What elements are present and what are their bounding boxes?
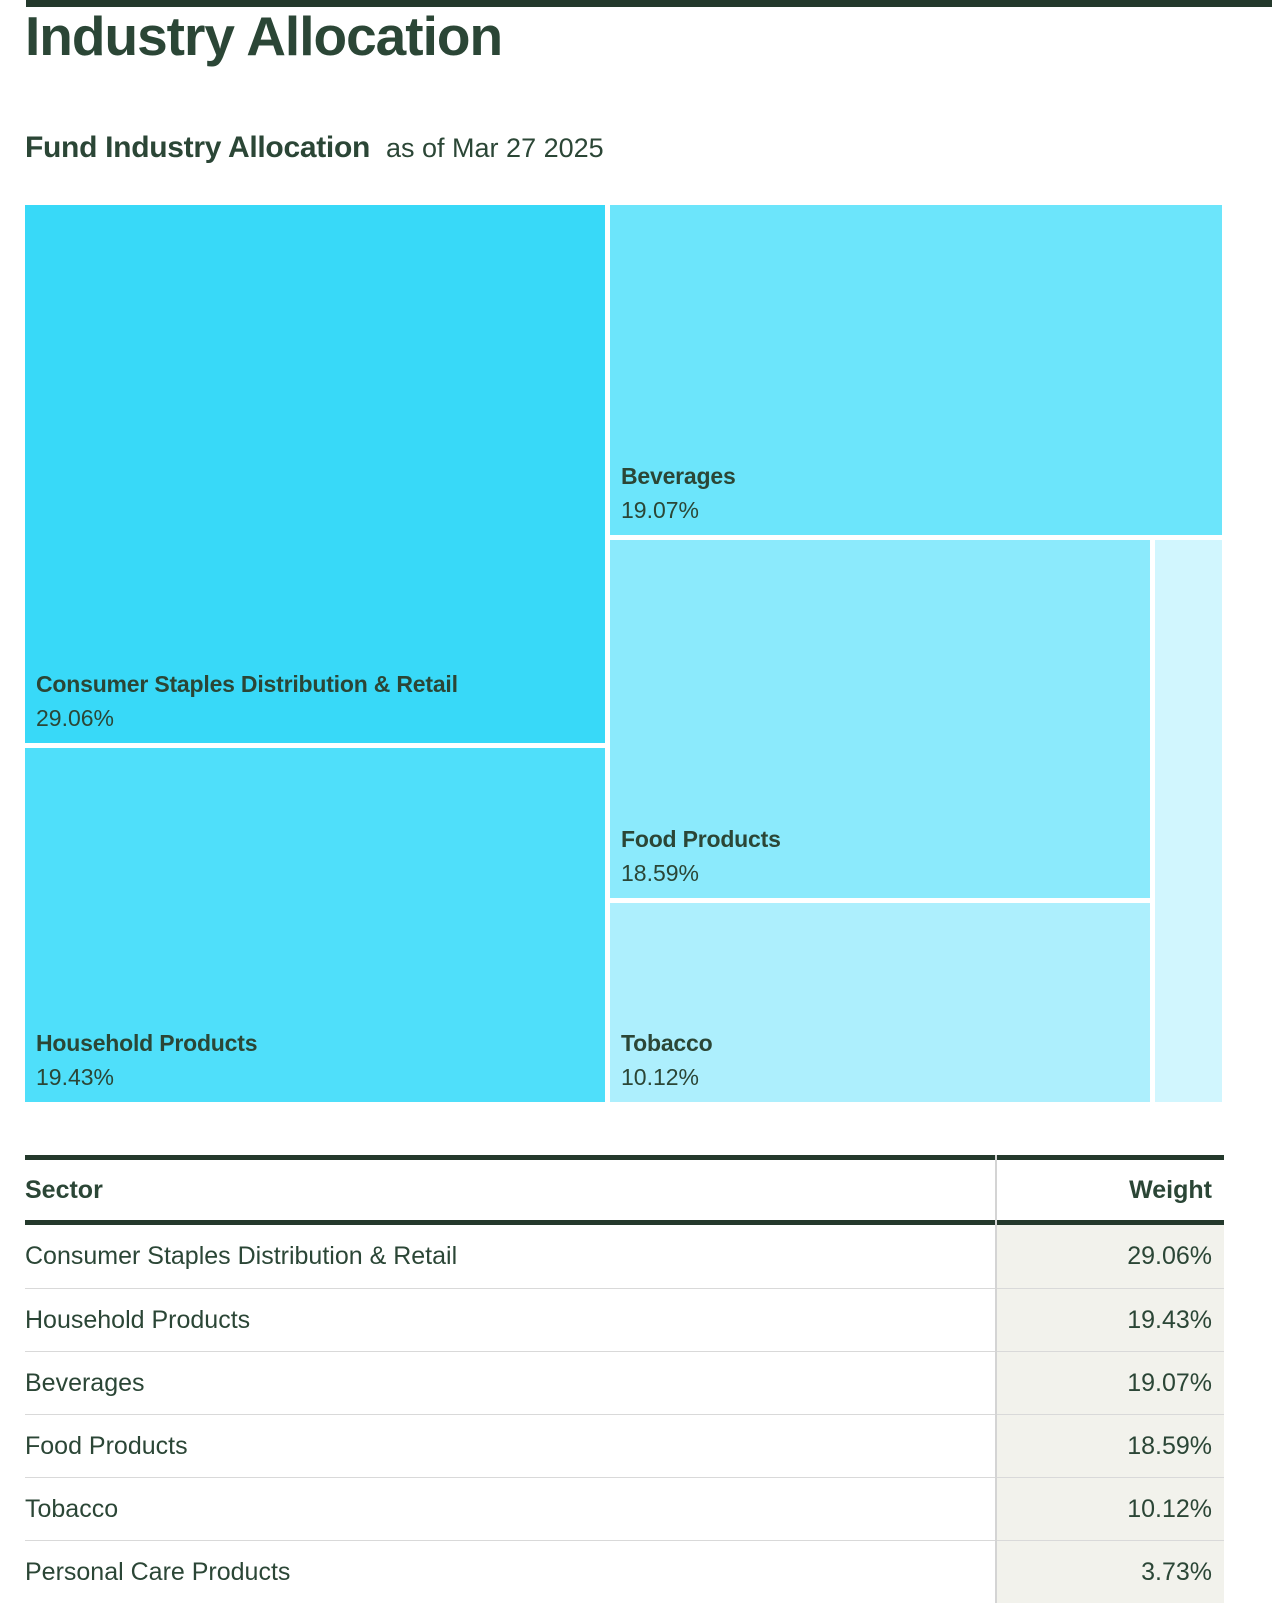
- table-header-sector: Sector: [25, 1155, 995, 1225]
- table-cell-weight: 3.73%: [997, 1540, 1224, 1603]
- treemap-cell-personal-care-products[interactable]: [1155, 540, 1222, 1102]
- treemap-cell-tobacco[interactable]: Tobacco 10.12%: [610, 903, 1150, 1102]
- treemap-cell-label: Household Products: [36, 1029, 258, 1056]
- treemap-cell-consumer-staples[interactable]: Consumer Staples Distribution & Retail 2…: [25, 205, 605, 743]
- table-header-weight: Weight: [997, 1155, 1224, 1225]
- table-cell-sector: Tobacco: [25, 1477, 995, 1540]
- treemap-cell-value: 19.43%: [36, 1064, 115, 1091]
- table-cell-sector: Personal Care Products: [25, 1540, 995, 1603]
- treemap-cell-label: Food Products: [621, 825, 781, 852]
- section-title: Fund Industry Allocation: [25, 131, 371, 164]
- top-divider: [26, 0, 1272, 7]
- table-cell-weight: 29.06%: [997, 1225, 1224, 1288]
- table-column-divider: [995, 1155, 997, 1603]
- as-of-date: as of Mar 27 2025: [386, 133, 604, 163]
- table-cell-sector: Food Products: [25, 1414, 995, 1477]
- treemap-cell-household-products[interactable]: Household Products 19.43%: [25, 748, 605, 1102]
- table-cell-weight: 19.43%: [997, 1288, 1224, 1351]
- table-cell-sector: Beverages: [25, 1351, 995, 1414]
- table-cell-sector: Household Products: [25, 1288, 995, 1351]
- treemap-cell-food-products[interactable]: Food Products 18.59%: [610, 540, 1150, 898]
- treemap-cell-value: 19.07%: [621, 497, 700, 524]
- industry-treemap: Consumer Staples Distribution & Retail 2…: [25, 205, 1222, 1102]
- table-cell-weight: 19.07%: [997, 1351, 1224, 1414]
- treemap-cell-beverages[interactable]: Beverages 19.07%: [610, 205, 1222, 535]
- treemap-cell-value: 10.12%: [621, 1064, 700, 1091]
- allocation-table: Sector Weight Consumer Staples Distribut…: [25, 1155, 1224, 1603]
- treemap-cell-label: Tobacco: [621, 1029, 713, 1056]
- table-cell-weight: 10.12%: [997, 1477, 1224, 1540]
- treemap-cell-label: Beverages: [621, 462, 736, 489]
- table-cell-weight: 18.59%: [997, 1414, 1224, 1477]
- treemap-cell-value: 29.06%: [36, 705, 115, 732]
- treemap-cell-label: Consumer Staples Distribution & Retail: [36, 670, 458, 697]
- table-cell-sector: Consumer Staples Distribution & Retail: [25, 1242, 458, 1270]
- page-title: Industry Allocation: [25, 5, 503, 67]
- section-header: Fund Industry Allocation as of Mar 27 20…: [25, 131, 604, 165]
- treemap-cell-value: 18.59%: [621, 860, 700, 887]
